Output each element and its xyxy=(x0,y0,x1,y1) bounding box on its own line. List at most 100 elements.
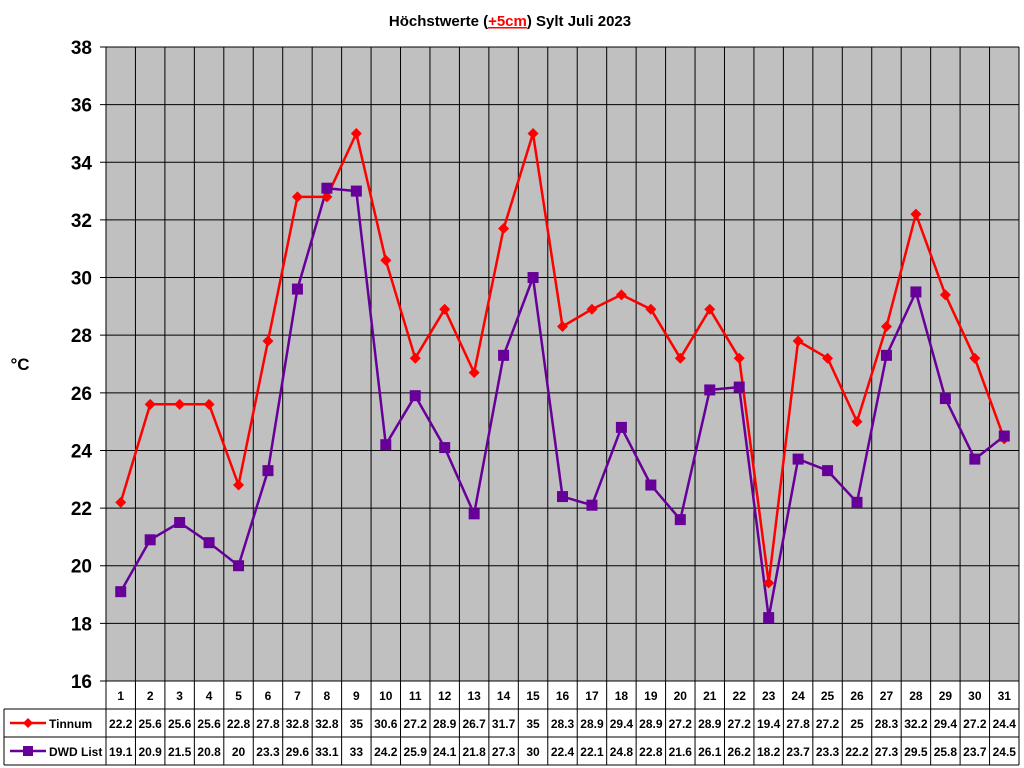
data-point xyxy=(115,496,127,508)
table-cell: 22.8 xyxy=(227,717,251,731)
y-tick-labels: 16 18 20 22 24 26 28 30 32 34 36 38 xyxy=(71,38,93,693)
data-point xyxy=(439,442,451,454)
table-cell: 24.1 xyxy=(433,745,457,759)
legend-label: Tinnum xyxy=(49,717,92,731)
table-cell: 35 xyxy=(526,717,540,731)
data-point xyxy=(350,185,362,197)
table-cell: 31.7 xyxy=(492,717,516,731)
data-point xyxy=(527,272,539,284)
table-cell: 25 xyxy=(850,717,864,731)
table-cell: 29.4 xyxy=(610,717,634,731)
table-cell: 20 xyxy=(232,745,246,759)
x-tick-label: 15 xyxy=(526,689,540,703)
title-part-3: ) Sylt Juli 2023 xyxy=(527,13,631,30)
table-cell: 27.8 xyxy=(256,717,280,731)
data-point xyxy=(439,303,451,315)
data-point xyxy=(998,430,1010,442)
table-cell: 18.2 xyxy=(757,745,781,759)
data-point xyxy=(498,223,510,235)
data-point xyxy=(321,191,333,203)
table-cell: 29.5 xyxy=(904,745,928,759)
table-cell: 20.9 xyxy=(138,745,162,759)
x-tick-label: 3 xyxy=(176,689,183,703)
table-cell: 25.6 xyxy=(168,717,192,731)
table-cell: 27.3 xyxy=(492,745,516,759)
series-markers xyxy=(115,127,1010,624)
table-cell: 27.2 xyxy=(816,717,840,731)
table-cell: 28.9 xyxy=(433,717,457,731)
data-point xyxy=(822,352,834,364)
table-cell: 19.1 xyxy=(109,745,133,759)
y-tick-label: 36 xyxy=(71,96,92,117)
data-point xyxy=(733,381,745,393)
data-point xyxy=(233,560,245,572)
data-point xyxy=(262,465,274,477)
data-point xyxy=(763,612,775,624)
table-cell: 20.8 xyxy=(197,745,221,759)
table-cell: 35 xyxy=(350,717,364,731)
table-cell: 26.1 xyxy=(698,745,722,759)
table-cell: 28.3 xyxy=(875,717,899,731)
table-cell: 24.8 xyxy=(610,745,634,759)
chart-title: Höchstwerte (+5cm) Sylt Juli 2023 xyxy=(389,13,631,30)
x-tick-label: 24 xyxy=(791,689,805,703)
x-tick-label: 13 xyxy=(467,689,481,703)
table-cell: 22.2 xyxy=(845,745,869,759)
table-cell: 24.2 xyxy=(374,745,398,759)
x-tick-label: 26 xyxy=(850,689,864,703)
data-point xyxy=(939,289,951,301)
table-cell: 28.9 xyxy=(698,717,722,731)
y-tick-label: 34 xyxy=(71,153,93,174)
table-cell: 29.4 xyxy=(934,717,958,731)
plot-background xyxy=(106,47,1019,681)
y-tick-label: 16 xyxy=(71,672,92,693)
y-axis-label: °C xyxy=(10,355,29,374)
data-point xyxy=(615,289,627,301)
x-tick-label: 28 xyxy=(909,689,923,703)
plot-area xyxy=(106,47,1019,681)
data-point xyxy=(291,191,303,203)
table-cell: 21.5 xyxy=(168,745,192,759)
y-tick-label: 30 xyxy=(71,269,92,290)
x-tick-label: 1 xyxy=(117,689,124,703)
title-highlight: +5cm xyxy=(488,13,527,30)
table-cell: 27.3 xyxy=(875,745,899,759)
table-cell: 33.1 xyxy=(315,745,339,759)
x-tick-label: 25 xyxy=(821,689,835,703)
y-tick-label: 38 xyxy=(71,38,92,59)
table-cell: 26.7 xyxy=(462,717,486,731)
data-point xyxy=(910,286,922,298)
x-tick-label: 16 xyxy=(556,689,570,703)
table-cell: 19.4 xyxy=(757,717,781,731)
data-point xyxy=(115,586,127,598)
x-tick-label: 11 xyxy=(409,689,422,703)
table-cell: 24.4 xyxy=(993,717,1017,731)
table-cell: 23.7 xyxy=(963,745,987,759)
data-point xyxy=(144,534,156,546)
x-tick-label: 9 xyxy=(353,689,360,703)
table-cell: 28.9 xyxy=(639,717,663,731)
data-point xyxy=(586,303,598,315)
table-cell: 27.2 xyxy=(669,717,693,731)
data-point xyxy=(409,390,421,402)
table-cell: 21.6 xyxy=(669,745,693,759)
x-tick-label: 22 xyxy=(733,689,747,703)
data-point xyxy=(822,465,834,477)
table-cell: 22.8 xyxy=(639,745,663,759)
table-cell: 30.6 xyxy=(374,717,398,731)
y-tick-label: 24 xyxy=(71,441,93,462)
data-point xyxy=(704,384,716,396)
table-cell: 25.9 xyxy=(404,745,428,759)
legend-label: DWD List xyxy=(49,745,102,759)
x-tick-label: 2 xyxy=(147,689,154,703)
data-point xyxy=(262,335,274,347)
x-tick-label: 10 xyxy=(379,689,393,703)
data-point xyxy=(615,421,627,433)
table-cell: 25.6 xyxy=(197,717,221,731)
y-tick-label: 32 xyxy=(71,211,92,232)
x-tick-label: 19 xyxy=(644,689,658,703)
data-point xyxy=(851,496,863,508)
data-point xyxy=(557,491,568,503)
y-tick-label: 28 xyxy=(71,326,92,347)
